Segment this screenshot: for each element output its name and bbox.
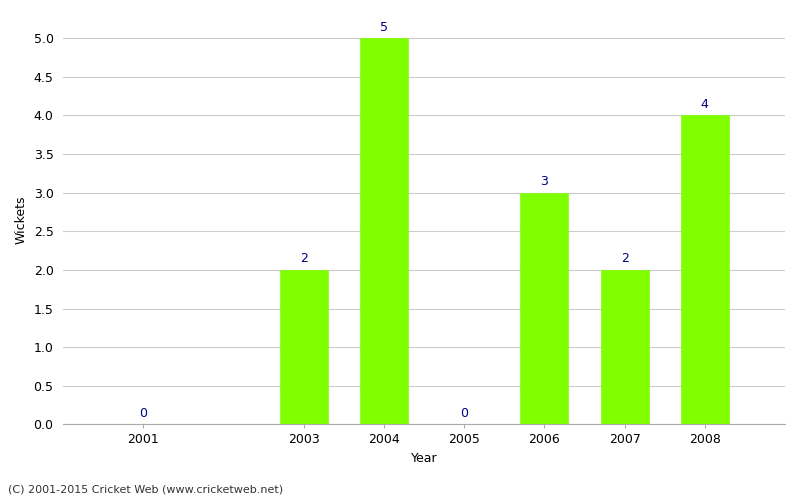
- Text: 0: 0: [139, 407, 147, 420]
- Bar: [681, 116, 729, 424]
- Bar: [280, 270, 328, 424]
- Bar: [601, 270, 649, 424]
- X-axis label: Year: Year: [411, 452, 438, 465]
- Y-axis label: Wickets: Wickets: [15, 196, 28, 244]
- Text: 2: 2: [300, 252, 308, 266]
- Text: 2: 2: [621, 252, 629, 266]
- Text: 4: 4: [701, 98, 709, 111]
- Text: 0: 0: [460, 407, 468, 420]
- Bar: [360, 38, 408, 424]
- Bar: [520, 192, 569, 424]
- Text: (C) 2001-2015 Cricket Web (www.cricketweb.net): (C) 2001-2015 Cricket Web (www.cricketwe…: [8, 485, 283, 495]
- Text: 5: 5: [380, 20, 388, 34]
- Text: 3: 3: [541, 175, 548, 188]
